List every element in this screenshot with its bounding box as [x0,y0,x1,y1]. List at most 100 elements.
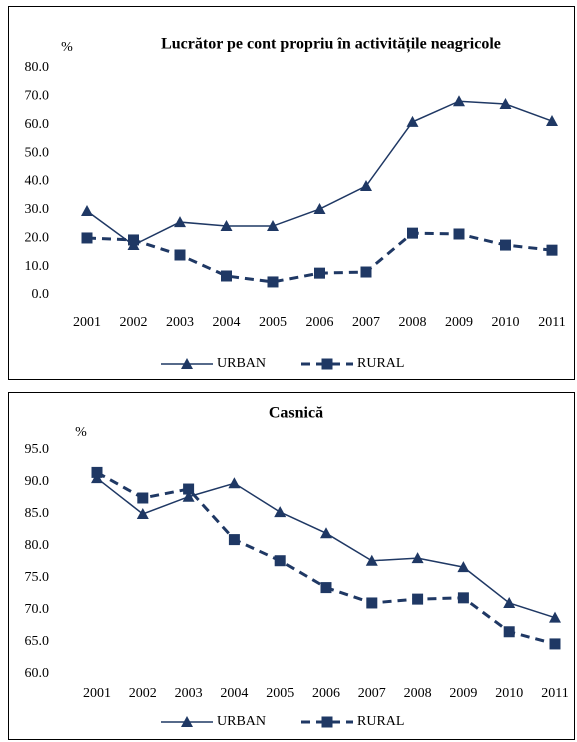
marker [453,228,465,240]
chart: Casnică% 60.0 65.0 70.0 75.0 80.0 85.0 90.0 95.0… [25,405,569,730]
series-line [96,477,556,619]
x-tick-label: 2003 [166,315,194,330]
x-tick-label: 2002 [120,315,148,330]
marker [313,203,326,215]
marker [360,266,372,278]
marker [128,234,139,246]
y-tick-label: 80.0 [25,538,50,553]
y-tick-label: 30.0 [25,202,50,217]
x-tick-label: 2004 [213,315,241,330]
marker [549,638,561,650]
chart-title: Casnică [269,405,323,422]
x-tick-label: 2004 [220,686,248,701]
y-tick-label: 0.0 [32,287,50,302]
x-tick-label: 2003 [175,686,203,701]
x-tick-label: 2009 [445,315,473,330]
legend-label: URBAN [217,714,266,729]
x-tick-label: 2001 [83,686,111,701]
x-tick-label: 2006 [306,315,334,330]
y-axis-unit: % [75,425,87,440]
marker [411,552,424,564]
marker [453,95,465,107]
x-tick-label: 2008 [399,315,427,330]
marker [174,249,186,261]
marker [183,483,195,495]
x-tick-label: 2010 [495,686,523,701]
marker [320,527,332,539]
chart-panel: Lucrător pe cont propriu în activitățile… [8,6,575,380]
marker [181,358,193,369]
y-tick-label: 40.0 [25,174,50,189]
marker [365,554,378,566]
marker [81,232,93,244]
marker [457,561,470,573]
marker [274,506,287,518]
y-axis-unit: % [61,40,73,55]
x-tick-label: 2005 [259,315,287,330]
marker [267,220,279,232]
x-tick-label: 2008 [404,686,432,701]
y-tick-label: 20.0 [25,230,50,245]
series-line [96,471,556,646]
x-tick-label: 2002 [129,686,157,701]
y-tick-label: 85.0 [25,506,50,521]
marker [274,555,286,567]
y-tick-label: 75.0 [25,570,50,585]
marker [503,596,516,608]
marker [91,466,103,478]
y-tick-label: 50.0 [25,145,50,160]
marker [546,115,558,127]
x-tick-label: 2006 [312,686,340,701]
marker [549,611,561,623]
y-tick-label: 10.0 [25,259,50,274]
x-tick-label: 2011 [538,315,565,330]
x-tick-label: 2011 [541,686,568,701]
x-tick-label: 2007 [352,315,380,330]
legend-label: RURAL [357,714,404,729]
marker [457,592,469,604]
marker [220,220,233,232]
x-tick-label: 2007 [358,686,386,701]
chart: Lucrător pe cont propriu în activitățile… [25,36,566,372]
marker [137,492,149,504]
legend-label: URBAN [217,356,266,371]
marker [228,477,241,489]
marker [267,276,279,288]
marker [314,267,325,279]
series-line [86,100,553,246]
marker [503,626,515,638]
chart-title: Lucrător pe cont propriu în activitățile… [161,36,501,54]
marker [499,98,512,110]
marker [406,115,419,127]
y-tick-label: 95.0 [25,442,50,457]
marker [320,582,332,594]
marker [228,534,240,546]
marker [321,716,333,728]
y-tick-label: 70.0 [25,602,50,617]
y-tick-label: 90.0 [25,474,50,489]
chart-panel: Casnică% 60.0 65.0 70.0 75.0 80.0 85.0 90.0 95.0… [8,392,575,740]
marker [321,358,333,370]
marker [221,270,232,282]
marker [136,508,149,519]
x-tick-label: 2009 [449,686,477,701]
marker [81,205,93,217]
y-tick-label: 60.0 [25,666,50,681]
x-tick-label: 2005 [266,686,294,701]
x-tick-label: 2001 [73,315,101,330]
marker [181,716,193,727]
marker [412,593,424,605]
marker [360,180,372,192]
marker [174,216,186,228]
marker [546,244,558,256]
legend-label: RURAL [357,356,404,371]
y-tick-label: 60.0 [25,117,50,132]
x-tick-label: 2010 [492,315,520,330]
y-tick-label: 80.0 [25,60,50,75]
marker [407,227,418,239]
marker [366,597,378,609]
y-tick-label: 70.0 [25,89,50,104]
marker [182,490,195,502]
marker [500,239,511,251]
